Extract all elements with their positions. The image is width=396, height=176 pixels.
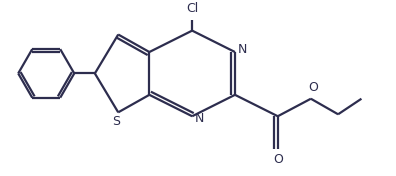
Text: N: N <box>237 43 247 56</box>
Text: S: S <box>112 115 120 128</box>
Text: Cl: Cl <box>186 2 198 15</box>
Text: O: O <box>273 153 283 166</box>
Text: N: N <box>194 112 204 125</box>
Text: O: O <box>308 81 318 94</box>
